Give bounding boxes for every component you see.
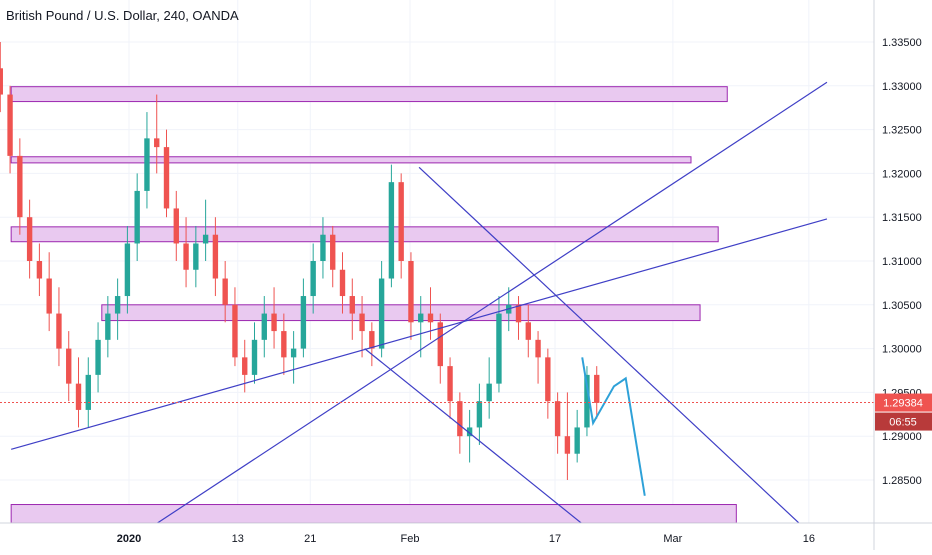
candle-body	[378, 278, 385, 349]
x-tick-label: Feb	[401, 533, 420, 545]
candle-body	[36, 261, 43, 279]
trendline[interactable]	[10, 218, 828, 450]
candle-body	[359, 313, 365, 332]
candle-body	[193, 243, 199, 270]
candle-body	[300, 296, 307, 349]
candle-body	[535, 339, 541, 358]
candle-body	[574, 427, 580, 454]
candle-body	[212, 234, 219, 279]
chart-title: British Pound / U.S. Dollar, 240, OANDA	[6, 8, 239, 23]
y-tick-label: 1.29000	[882, 431, 922, 443]
candle-body	[66, 348, 72, 384]
candle-body	[144, 138, 150, 191]
y-tick-label: 1.30000	[882, 344, 922, 356]
candle-body	[134, 190, 140, 244]
candle-body	[369, 331, 375, 349]
candle-body	[75, 383, 82, 410]
candle-body	[457, 401, 463, 437]
y-tick-label: 1.33500	[882, 37, 922, 49]
candle-body	[515, 304, 522, 323]
candle-body	[17, 155, 23, 218]
y-tick-label: 1.31000	[882, 256, 922, 268]
candle-body	[584, 374, 590, 428]
candle-body	[486, 383, 492, 402]
zone-rectangle[interactable]	[101, 304, 701, 322]
candle-body	[554, 401, 561, 437]
candle-body	[251, 339, 258, 375]
candle-body	[222, 278, 228, 305]
candle-body	[545, 357, 551, 402]
x-tick-label: Mar	[663, 533, 682, 545]
y-tick-label: 1.28500	[882, 475, 922, 487]
candle-body	[525, 322, 531, 340]
candle-body	[476, 401, 483, 428]
candle-body	[281, 331, 287, 358]
countdown-tag	[875, 412, 932, 431]
candle-body	[26, 217, 33, 261]
candle-body	[496, 313, 502, 384]
x-tick-label: 2020	[117, 533, 141, 545]
x-tick-label: 16	[803, 533, 815, 545]
candle-body	[7, 94, 13, 156]
countdown-label: 06:55	[889, 417, 917, 429]
x-tick-label: 21	[304, 533, 316, 545]
candle-body	[46, 278, 52, 314]
candle-body	[330, 234, 336, 270]
candle-body	[437, 322, 443, 367]
candle-body	[427, 313, 434, 323]
y-tick-label: 1.33000	[882, 81, 922, 93]
candle-body	[310, 261, 316, 297]
candle-body	[0, 68, 3, 95]
candle-body	[349, 296, 355, 314]
y-tick-label: 1.30500	[882, 300, 922, 312]
candle-body	[398, 182, 404, 261]
projection-path[interactable]	[581, 357, 646, 496]
x-tick-label: 13	[232, 533, 244, 545]
y-tick-label: 1.32500	[882, 125, 922, 137]
candle-body	[232, 304, 238, 358]
zone-rectangle[interactable]	[10, 226, 719, 243]
candle-body	[183, 243, 189, 270]
candle-body	[290, 348, 297, 358]
zone-rectangle[interactable]	[10, 504, 737, 523]
candle-body	[564, 436, 571, 454]
candle-body	[388, 182, 395, 279]
last-price-label: 1.29384	[883, 398, 923, 410]
candle-body	[105, 313, 111, 340]
trendline[interactable]	[156, 81, 828, 524]
candle-body	[261, 313, 267, 340]
candle-body	[173, 208, 179, 244]
zone-rectangle[interactable]	[10, 86, 728, 103]
candle-body	[202, 234, 209, 244]
x-tick-label: 17	[549, 533, 561, 545]
candle-body	[339, 269, 346, 297]
zone-rectangle[interactable]	[10, 156, 692, 164]
candle-body	[447, 366, 453, 402]
candle-body	[95, 339, 101, 375]
last-price-tag	[875, 393, 932, 412]
candle-body	[124, 243, 131, 297]
candle-body	[408, 261, 414, 323]
candle-body	[418, 313, 424, 323]
candle-body	[466, 427, 473, 437]
trendline[interactable]	[418, 166, 800, 524]
candle-body	[154, 138, 160, 148]
candle-body	[242, 357, 248, 375]
y-tick-label: 1.31500	[882, 212, 922, 224]
candle-body	[320, 234, 326, 261]
trendline[interactable]	[364, 348, 583, 524]
candle-body	[56, 313, 62, 349]
candle-body	[85, 374, 91, 410]
candle-body	[114, 296, 121, 314]
candle-body	[271, 313, 277, 332]
candle-body	[594, 374, 600, 403]
y-tick-label: 1.32000	[882, 168, 922, 180]
candle-body	[163, 147, 170, 209]
